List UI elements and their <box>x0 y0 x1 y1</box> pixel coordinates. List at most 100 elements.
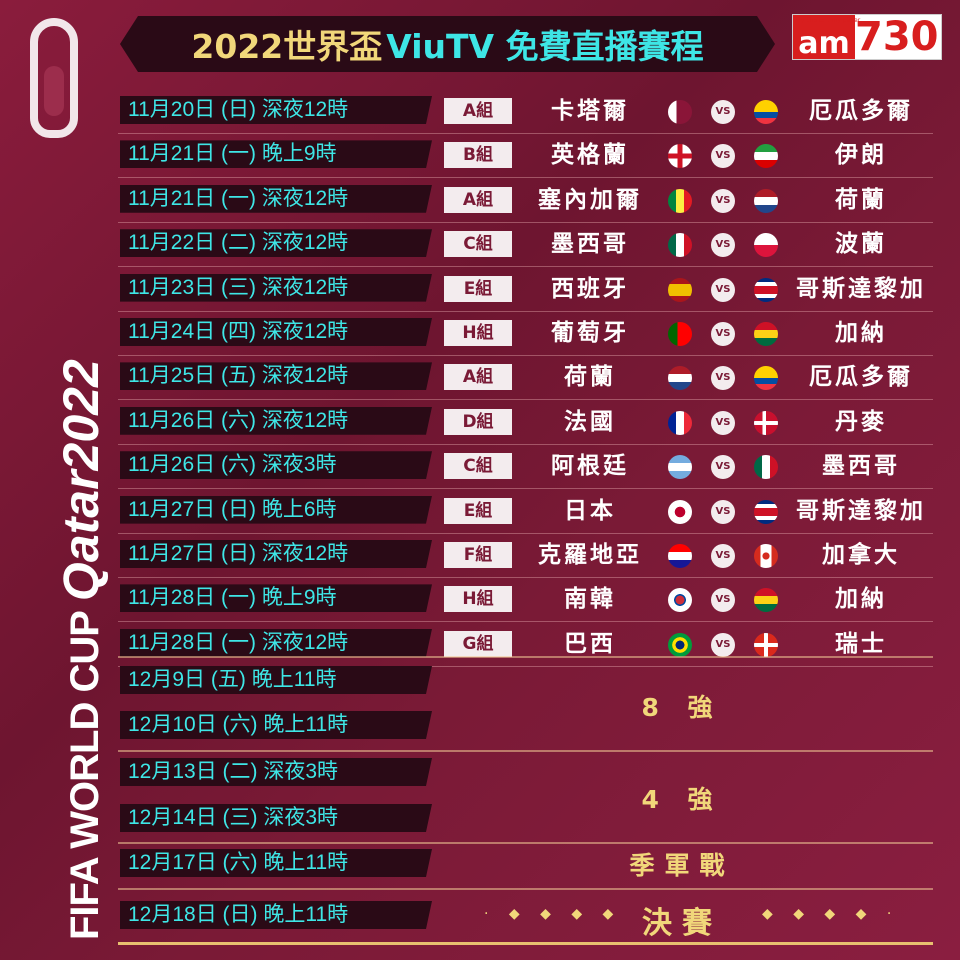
flag-cr-icon <box>754 499 778 524</box>
flag-mx-icon <box>754 455 778 480</box>
vs-icon: VS <box>711 233 735 258</box>
group-badge: A組 <box>444 186 512 213</box>
world-cup-emblem-icon <box>30 18 78 138</box>
match-date: 11月24日 (四) 深夜12時 <box>120 318 432 346</box>
vs-icon: VS <box>711 499 735 524</box>
match-date: 11月28日 (一) 深夜12時 <box>120 629 432 657</box>
flag-kr-icon <box>668 588 692 613</box>
table-row: 11月26日 (六) 深夜3時 C組 阿根廷 VS 墨西哥 <box>118 445 933 490</box>
home-team: 塞內加爾 <box>538 186 642 213</box>
knockout-date: 12月9日 (五) 晚上11時 <box>120 666 432 694</box>
away-team: 墨西哥 <box>822 453 900 480</box>
match-date: 11月25日 (五) 深夜12時 <box>120 362 432 390</box>
vs-icon: VS <box>711 588 735 613</box>
group-badge: B組 <box>444 142 512 169</box>
knockout-date: 12月10日 (六) 晚上11時 <box>120 711 432 739</box>
flag-dk-icon <box>754 410 778 435</box>
flag-ar-icon <box>668 455 692 480</box>
divider <box>118 888 933 890</box>
logo-am: am <box>793 15 855 59</box>
group-badge: G組 <box>444 630 512 657</box>
away-team: 哥斯達黎加 <box>796 275 926 302</box>
divider <box>118 656 933 658</box>
away-team: 瑞士 <box>835 630 887 657</box>
brand-line-2: Qatar2022 <box>53 359 109 602</box>
flag-en-icon <box>668 144 692 169</box>
match-date: 11月28日 (一) 晚上9時 <box>120 584 432 612</box>
stage-label: 8 強 <box>641 693 723 722</box>
flag-jp-icon <box>668 499 692 524</box>
home-team: 英格蘭 <box>551 142 629 169</box>
am730-logo: my choice . my paper am 730 <box>792 14 942 60</box>
home-team: 法國 <box>564 408 616 435</box>
flag-cr-icon <box>754 277 778 302</box>
vs-icon: VS <box>711 188 735 213</box>
flag-pl-icon <box>754 233 778 258</box>
bottom-divider <box>118 942 933 945</box>
group-badge: H組 <box>444 320 512 346</box>
home-team: 荷蘭 <box>564 364 616 391</box>
flag-ir-icon <box>754 144 778 169</box>
group-badge: A組 <box>444 364 512 391</box>
divider <box>118 750 933 752</box>
match-date: 11月21日 (一) 晚上9時 <box>120 140 432 168</box>
table-row: 11月21日 (一) 深夜12時 A組 塞內加爾 VS 荷蘭 <box>118 179 933 223</box>
home-team: 葡萄牙 <box>551 320 629 346</box>
away-team: 加拿大 <box>822 542 900 568</box>
away-team: 厄瓜多爾 <box>809 98 913 124</box>
table-row: 11月20日 (日) 深夜12時 A組 卡塔爾 VS 厄瓜多爾 <box>118 90 933 134</box>
group-badge: C組 <box>444 231 512 258</box>
table-row: 11月23日 (三) 深夜12時 E組 西班牙 VS 哥斯達黎加 <box>118 268 933 312</box>
stage-label: 季軍戰 <box>629 851 735 880</box>
knockout-date: 12月18日 (日) 晚上11時 <box>120 901 432 929</box>
group-badge: E組 <box>444 497 512 524</box>
match-date: 11月26日 (六) 深夜12時 <box>120 407 432 435</box>
table-row: 11月26日 (六) 深夜12時 D組 法國 VS 丹麥 <box>118 401 933 445</box>
flag-hr-icon <box>668 544 692 568</box>
match-date: 11月26日 (六) 深夜3時 <box>120 451 432 479</box>
stage-label: 決賽 <box>642 906 722 941</box>
vs-icon: VS <box>711 366 735 391</box>
home-team: 阿根廷 <box>551 453 629 480</box>
flag-pt-icon <box>668 322 692 346</box>
diamond-ornament-icon: ◆ ◆ ◆ ◆ · <box>762 906 900 922</box>
home-team: 克羅地亞 <box>538 542 642 568</box>
away-team: 荷蘭 <box>835 186 887 213</box>
knockout-date: 12月17日 (六) 晚上11時 <box>120 849 432 877</box>
match-date: 11月22日 (二) 深夜12時 <box>120 229 432 257</box>
logo-number: 730 <box>855 14 939 60</box>
away-team: 加納 <box>835 320 887 346</box>
flag-mx-icon <box>668 233 692 258</box>
flag-es-icon <box>668 277 692 302</box>
world-cup-branding: FIFA WORLD CUP Qatar2022 <box>0 0 109 960</box>
group-badge: C組 <box>444 453 512 480</box>
home-team: 巴西 <box>564 630 616 657</box>
flag-nl-icon <box>668 366 692 391</box>
home-team: 墨西哥 <box>551 231 629 258</box>
logo-tagline: my choice . my paper <box>795 17 861 24</box>
vs-icon: VS <box>711 455 735 480</box>
flag-sn-icon <box>668 188 692 213</box>
group-badge: A組 <box>444 98 512 124</box>
page-title: 2022世界盃 ViuTV 免費直播賽程 <box>120 16 775 72</box>
vs-icon: VS <box>711 322 735 346</box>
title-part-1: 2022世界盃 <box>191 27 383 66</box>
knockout-date: 12月14日 (三) 深夜3時 <box>120 804 432 832</box>
away-team: 丹麥 <box>835 408 887 435</box>
away-team: 厄瓜多爾 <box>809 364 913 391</box>
match-date: 11月20日 (日) 深夜12時 <box>120 96 432 124</box>
away-team: 伊朗 <box>835 142 887 169</box>
title-part-2: ViuTV 免費直播賽程 <box>386 27 704 66</box>
table-row: 11月27日 (日) 深夜12時 F組 克羅地亞 VS 加拿大 <box>118 534 933 578</box>
vertical-brand-text: FIFA WORLD CUP Qatar2022 <box>52 359 110 940</box>
home-team: 西班牙 <box>551 275 629 302</box>
vs-icon: VS <box>711 277 735 302</box>
table-row: 11月24日 (四) 深夜12時 H組 葡萄牙 VS 加納 <box>118 312 933 356</box>
away-team: 波蘭 <box>835 231 887 258</box>
diamond-ornament-icon: · ◆ ◆ ◆ ◆ <box>484 906 622 922</box>
flag-gh-icon <box>754 588 778 613</box>
flag-ec-icon <box>754 366 778 391</box>
vs-icon: VS <box>711 144 735 169</box>
brand-line-1: FIFA WORLD CUP <box>63 611 107 940</box>
group-badge: F組 <box>444 542 512 568</box>
